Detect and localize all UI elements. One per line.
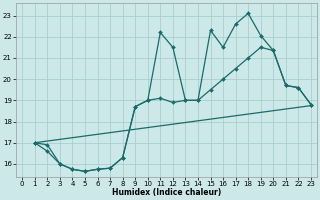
X-axis label: Humidex (Indice chaleur): Humidex (Indice chaleur) <box>112 188 221 197</box>
